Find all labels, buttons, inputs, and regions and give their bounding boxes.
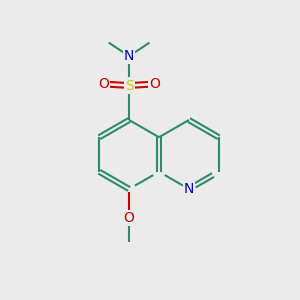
Text: N: N [124,49,134,63]
Text: O: O [98,77,109,91]
Text: O: O [124,211,135,225]
Text: S: S [125,79,134,92]
Text: O: O [150,77,160,91]
Text: N: N [184,182,194,196]
